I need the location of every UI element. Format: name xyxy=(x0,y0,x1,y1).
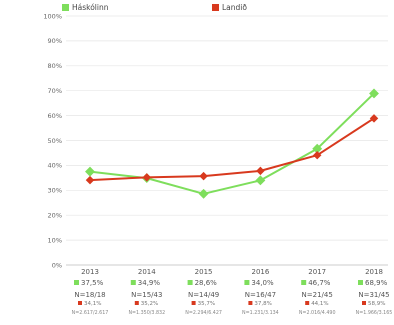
y-tick-label: 80% xyxy=(48,62,62,70)
series-2-point xyxy=(85,175,95,185)
y-tick-label: 50% xyxy=(48,137,62,145)
series-2-label-swatch xyxy=(78,301,82,305)
series-2-n-label: N=2.016/4.490 xyxy=(299,310,336,316)
series-1-label-swatch xyxy=(74,280,79,285)
series-1-value-label: 46,7% xyxy=(308,279,331,287)
series-2-point xyxy=(256,166,265,176)
series-1-point xyxy=(198,188,209,199)
series-2-label-swatch xyxy=(305,301,310,305)
y-tick-label: 0% xyxy=(52,261,62,269)
series-1-value-label: 68,9% xyxy=(365,279,388,287)
series-2-value-label: 58,9% xyxy=(368,301,385,307)
series-1-label-swatch xyxy=(187,280,193,285)
x-tick-label: 2015 xyxy=(195,268,213,276)
series-2-label-swatch xyxy=(362,301,366,305)
legend-item-series1: Háskólinn xyxy=(62,1,108,13)
series-1-point xyxy=(312,143,323,154)
series-1-label-swatch xyxy=(244,280,250,285)
series-1-point xyxy=(85,166,95,177)
series-2-n-label: N=2.617/2.617 xyxy=(72,310,109,316)
series-1-n-label: N=16/47 xyxy=(245,291,276,299)
series-2-label-swatch xyxy=(134,301,139,305)
series-2-value-label: 37,8% xyxy=(254,301,271,307)
series-2-point xyxy=(369,114,379,123)
legend-label-series1: Háskólinn xyxy=(72,2,109,12)
legend-swatch-series1 xyxy=(62,3,69,11)
series-2-n-label: N=2.294/6.427 xyxy=(185,310,222,316)
series-2-value-label: 44,1% xyxy=(311,301,328,307)
y-tick-label: 60% xyxy=(48,112,62,120)
series-1-n-label: N=14/49 xyxy=(188,291,219,299)
series-1-n-label: N=21/45 xyxy=(302,291,333,299)
series-1-n-label: N=15/43 xyxy=(131,291,162,299)
series-2-point xyxy=(199,171,208,181)
series-2-point xyxy=(312,150,322,160)
series-1-label-swatch xyxy=(358,280,363,285)
legend-swatch-series2 xyxy=(212,3,219,11)
series-1-value-label: 37,5% xyxy=(81,279,104,287)
series-line-2 xyxy=(89,117,375,182)
series-2-n-label: N=1.350/3.832 xyxy=(128,310,165,316)
y-tick-label: 40% xyxy=(48,162,62,170)
y-tick-label: 30% xyxy=(48,187,62,195)
y-tick-label: 70% xyxy=(48,87,62,95)
series-2-value-label: 35,2% xyxy=(141,301,158,307)
y-tick-label: 90% xyxy=(48,37,62,45)
series-2-label-swatch xyxy=(248,301,253,305)
x-tick-label: 2018 xyxy=(365,268,383,276)
series-2-n-label: N=1.966/3.165 xyxy=(356,310,393,316)
y-tick-label: 100% xyxy=(43,12,62,20)
series-1-value-label: 28,6% xyxy=(195,279,218,287)
series-1-label-swatch xyxy=(301,280,307,285)
series-1-value-label: 34,0% xyxy=(251,279,274,287)
series-2-value-label: 35,7% xyxy=(198,301,215,307)
x-tick-label: 2013 xyxy=(81,268,99,276)
y-tick-label: 10% xyxy=(48,236,62,244)
series-2-point xyxy=(142,173,152,182)
series-1-n-label: N=31/45 xyxy=(358,291,389,299)
x-tick-label: 2014 xyxy=(138,268,156,276)
legend-label-series2: Landið xyxy=(222,2,247,12)
series-1-value-label: 34,9% xyxy=(138,279,161,287)
y-tick-label: 20% xyxy=(48,212,62,220)
series-1-n-label: N=18/18 xyxy=(74,291,105,299)
series-2-label-swatch xyxy=(191,301,196,305)
series-2-value-label: 34,1% xyxy=(84,301,101,307)
series-1-label-swatch xyxy=(130,280,136,285)
legend-item-series2: Landið xyxy=(212,1,247,13)
series-1-point xyxy=(255,175,266,186)
series-2-n-label: N=1.231/3.134 xyxy=(242,310,279,316)
x-tick-label: 2017 xyxy=(308,268,326,276)
x-tick-label: 2016 xyxy=(251,268,269,276)
